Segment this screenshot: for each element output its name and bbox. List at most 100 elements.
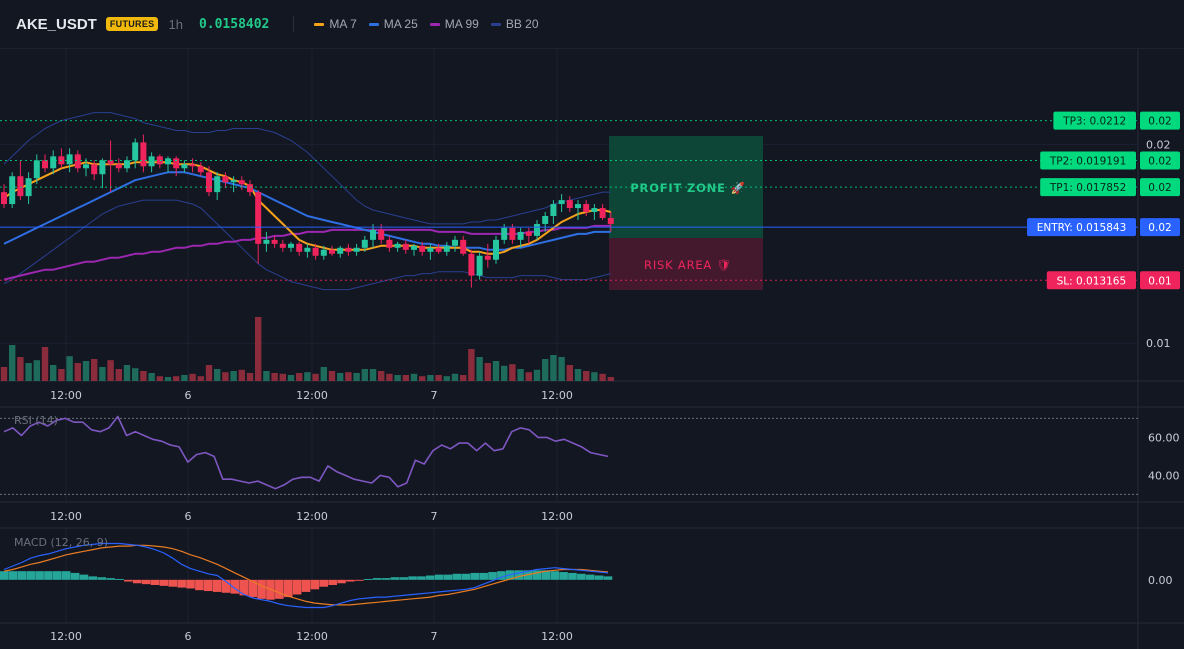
- candle-body: [33, 160, 40, 179]
- bollinger-bands: [3, 112, 611, 291]
- macd-pane: MACD (12, 26, 9) 0.00: [0, 536, 1173, 609]
- time-axis: 12:00 6 12:00 7 12:00 12:00 6 12:00 7 12:00 12:00 6…: [50, 389, 573, 643]
- macd-title: MACD (12, 26, 9): [14, 536, 108, 549]
- legend-ma99[interactable]: MA 99: [429, 17, 479, 31]
- time-tick-label: 12:00: [541, 389, 573, 402]
- volume-bar: [386, 373, 393, 381]
- candle-body: [1, 192, 7, 205]
- tp-axis-value: 0.02: [1148, 182, 1171, 194]
- volume-bar: [427, 375, 434, 381]
- symbol-name[interactable]: AKE_USDT: [16, 15, 97, 33]
- candle-body: [140, 142, 147, 167]
- volume-bar: [583, 371, 590, 381]
- candle-body: [370, 229, 376, 240]
- candle-body: [419, 245, 426, 252]
- macd-histogram-bar: [168, 579, 178, 587]
- tp-axis-value: 0.02: [1148, 156, 1171, 168]
- volume-bar: [591, 372, 598, 381]
- candle-body: [132, 142, 139, 161]
- macd-histogram-bar: [44, 571, 53, 580]
- macd-tick-label: 0.00: [1148, 574, 1173, 587]
- macd-histogram-bar: [239, 579, 249, 596]
- volume-bar: [115, 369, 122, 381]
- volume-bar: [533, 369, 541, 381]
- volume-bars: [0, 317, 614, 381]
- macd-histogram-bar: [257, 579, 266, 599]
- macd-histogram-bar: [70, 572, 80, 580]
- time-tick-label: 7: [431, 630, 438, 643]
- volume-bar: [279, 373, 286, 381]
- volume-bar: [509, 364, 516, 381]
- candle-body: [247, 184, 253, 193]
- sl-axis-tag: [1140, 271, 1180, 290]
- tp-label: TP1: 0.017852: [1049, 182, 1126, 194]
- volume-bar: [599, 373, 606, 381]
- macd-histogram-bar: [292, 579, 302, 595]
- macd-histogram-bar: [479, 572, 488, 580]
- candle-body: [181, 164, 188, 169]
- macd-histogram-bar: [399, 577, 409, 580]
- tp-label-bg: [1040, 151, 1136, 170]
- volume-bar: [402, 375, 409, 381]
- volume-bar: [566, 365, 573, 381]
- macd-histogram-bar: [550, 571, 560, 580]
- time-tick-label: 12:00: [50, 389, 82, 402]
- candle-body: [452, 239, 458, 246]
- legend-ma7[interactable]: MA 7: [314, 17, 357, 31]
- timeframe-selector[interactable]: 1h: [168, 16, 183, 32]
- candle-body: [230, 180, 237, 183]
- macd-histogram-bar: [443, 574, 453, 580]
- candle-body: [74, 154, 81, 169]
- volume-bar: [435, 375, 442, 381]
- price-axis[interactable]: 0.02 0.01: [1146, 138, 1171, 350]
- volume-bar: [33, 360, 40, 381]
- volume-bar: [558, 357, 565, 381]
- macd-histogram-bar: [115, 578, 124, 580]
- macd-histogram-bar: [585, 574, 595, 580]
- tp-axis-tag: [1140, 111, 1180, 130]
- legend-ma99-label: MA 99: [444, 17, 479, 31]
- candle-body: [288, 243, 294, 248]
- volume-bar: [0, 367, 8, 381]
- time-tick-label: 6: [185, 630, 192, 643]
- candle-body: [607, 217, 614, 224]
- time-tick-label: 12:00: [296, 630, 328, 643]
- entry-axis-value: 0.02: [1148, 222, 1171, 234]
- candle-body: [296, 243, 303, 252]
- candle-body: [427, 247, 434, 252]
- volume-bar: [41, 347, 49, 381]
- volume-bar: [132, 368, 139, 381]
- candle-body: [525, 231, 532, 236]
- candle-body: [443, 245, 450, 252]
- volume-bar: [443, 376, 450, 381]
- volume-bar: [164, 377, 172, 381]
- candle-body: [378, 229, 385, 240]
- candle-body: [263, 239, 270, 244]
- candle-body: [411, 245, 417, 250]
- candle-body: [345, 247, 352, 252]
- macd-histogram-bar: [221, 579, 231, 593]
- volume-bar: [320, 367, 327, 381]
- volume-bar: [304, 372, 311, 381]
- macd-histogram-bar: [26, 571, 35, 580]
- macd-histogram-bar: [603, 576, 613, 580]
- volume-bar: [123, 365, 131, 381]
- header-divider: [293, 16, 295, 32]
- macd-line: [3, 542, 609, 609]
- macd-histogram-bar: [452, 573, 462, 580]
- candle-body: [591, 208, 598, 213]
- macd-histogram-bar: [301, 579, 311, 592]
- tp-label: TP3: 0.0212: [1062, 116, 1126, 128]
- macd-histogram-bar: [426, 575, 435, 580]
- volume-bar: [296, 373, 303, 381]
- macd-histogram-bar: [150, 579, 160, 585]
- entry-label-bg: [1027, 218, 1136, 237]
- macd-histogram-bar: [319, 579, 329, 587]
- candle-body: [394, 243, 401, 248]
- macd-histogram-bar: [141, 579, 151, 585]
- candle-body: [599, 208, 606, 218]
- legend-bb20[interactable]: BB 20: [490, 17, 539, 31]
- legend-ma25[interactable]: MA 25: [368, 17, 418, 31]
- tp-label: TP2: 0.019191: [1049, 156, 1126, 168]
